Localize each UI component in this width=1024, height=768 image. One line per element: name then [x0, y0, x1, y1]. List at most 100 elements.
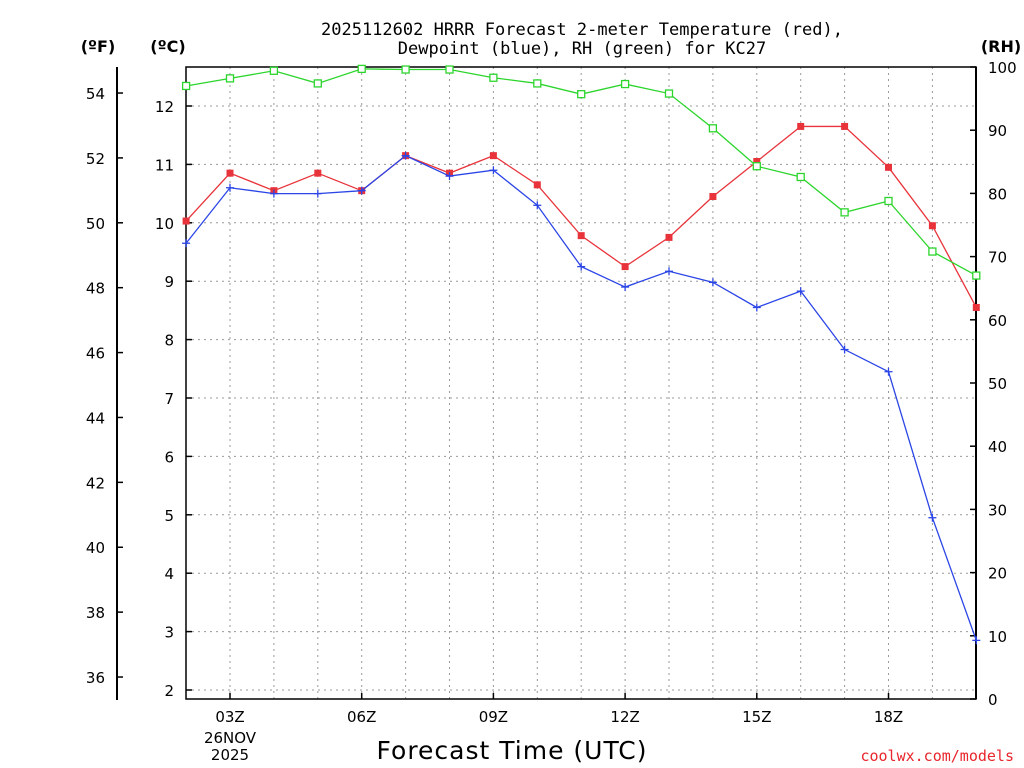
rh-point — [577, 90, 586, 99]
celsius-tick-label: 2 — [164, 682, 174, 700]
dewpoint-point — [445, 172, 454, 181]
celsius-tick-label: 9 — [164, 273, 174, 291]
rh-tick-label: 20 — [988, 565, 1007, 583]
dewpoint-point — [972, 636, 981, 645]
chart-subtitle: Dewpoint (blue), RH (green) for KC27 — [398, 39, 766, 59]
fahrenheit-tick-label: 50 — [86, 215, 105, 233]
dewpoint-point — [182, 239, 191, 248]
fahrenheit-tick-label: 42 — [86, 474, 105, 492]
rh-tick-label: 100 — [988, 59, 1017, 77]
tick-labels: 36 38 40 42 44 46 48 50 52 54 2 3 4 5 6 7 8 9 10 11 12 0 10 20 3… — [86, 59, 1017, 726]
plot-frame — [185, 66, 977, 700]
rh-tick-label: 50 — [988, 375, 1007, 393]
temperature-point — [226, 169, 234, 177]
temperature-point — [841, 122, 849, 130]
dewpoint-point — [708, 278, 717, 287]
rh-point — [796, 172, 805, 182]
rh-tick-label: 70 — [988, 249, 1007, 267]
rh-point — [445, 65, 454, 74]
dewpoint-point — [269, 189, 278, 198]
temperature-point — [709, 193, 717, 201]
x-tick-label: 09Z — [479, 708, 508, 726]
temperature-point — [533, 181, 541, 189]
dewpoint-point — [226, 183, 234, 192]
temperature-point — [797, 122, 805, 130]
dewpoint-point — [577, 262, 586, 271]
fahrenheit-tick-label: 48 — [86, 280, 105, 298]
celsius-tick-label: 12 — [155, 98, 174, 116]
celsius-tick-label: 11 — [155, 156, 174, 174]
rh-point — [225, 74, 235, 83]
rh-point — [928, 247, 937, 256]
rh-point — [884, 196, 893, 206]
rh-unit-label: (RH) — [981, 37, 1021, 56]
fahrenheit-tick-label: 52 — [86, 150, 105, 168]
rh-point — [401, 65, 410, 74]
x-tick-label: 15Z — [742, 708, 771, 726]
rh-tick-label: 30 — [988, 501, 1007, 519]
rh-line — [185, 68, 977, 277]
rh-point — [752, 162, 761, 171]
fahrenheit-tick-label: 46 — [86, 345, 105, 363]
celsius-unit-label: (ºC) — [150, 37, 185, 56]
dewpoint-point — [357, 186, 366, 195]
dewpoint-point — [840, 345, 849, 354]
temperature-line — [185, 125, 977, 308]
temperature-point — [621, 263, 629, 271]
dewpoint-point — [796, 287, 805, 296]
temperature-point — [972, 303, 980, 311]
temperature-point — [577, 232, 585, 240]
rh-point — [357, 64, 366, 74]
x-tick-label: 06Z — [347, 708, 376, 726]
temperature-point — [489, 152, 497, 160]
rh-tick-label: 0 — [988, 691, 998, 709]
dewpoint-point — [489, 166, 498, 175]
celsius-tick-label: 8 — [164, 332, 174, 350]
rh-tick-label: 10 — [988, 628, 1007, 646]
temperature-point — [665, 233, 673, 241]
x-tick-label: 12Z — [610, 708, 639, 726]
rh-tick-label: 40 — [988, 438, 1007, 456]
credit-text[interactable]: coolwx.com/models — [860, 747, 1014, 765]
rh-point — [313, 79, 322, 88]
dewpoint-point — [665, 267, 673, 276]
x-tick-label: 03Z — [215, 708, 244, 726]
rh-tick-label: 60 — [988, 312, 1007, 330]
rh-point — [972, 271, 981, 280]
rh-point — [269, 66, 279, 75]
celsius-tick-label: 3 — [164, 624, 174, 642]
temperature-point — [885, 163, 892, 171]
fahrenheit-unit-label: (ºF) — [81, 37, 116, 56]
dewpoint-point — [313, 189, 322, 198]
rh-tick-label: 90 — [988, 122, 1007, 140]
x-axis-label: Forecast Time (UTC) — [377, 736, 648, 765]
temperature-point — [928, 222, 936, 230]
fahrenheit-tick-label: 54 — [86, 85, 105, 103]
rh-point — [840, 208, 849, 217]
x-tick-label: 18Z — [874, 708, 903, 726]
rh-point — [664, 89, 674, 98]
rh-point — [708, 124, 718, 133]
celsius-tick-label: 4 — [164, 565, 174, 583]
dewpoint-point — [533, 201, 542, 210]
celsius-tick-label: 6 — [164, 448, 174, 466]
fahrenheit-tick-label: 38 — [86, 604, 105, 622]
chart-title: 2025112602 HRRR Forecast 2-meter Tempera… — [321, 20, 843, 40]
fahrenheit-tick-label: 44 — [86, 409, 105, 427]
celsius-tick-label: 5 — [164, 507, 174, 525]
dewpoint-point — [884, 367, 893, 376]
dewpoint-point — [401, 151, 410, 160]
temperature-point — [753, 157, 761, 165]
temperature-point — [182, 217, 190, 225]
axes — [116, 66, 977, 700]
data-series — [181, 64, 981, 645]
rh-point — [489, 73, 498, 82]
x-date-day: 26NOV — [204, 729, 257, 747]
fahrenheit-tick-label: 36 — [86, 669, 105, 687]
celsius-tick-label: 10 — [155, 215, 174, 233]
rh-tick-label: 80 — [988, 185, 1007, 203]
grid-lines — [186, 67, 976, 699]
rh-point — [620, 79, 630, 89]
celsius-tick-label: 7 — [164, 390, 174, 408]
